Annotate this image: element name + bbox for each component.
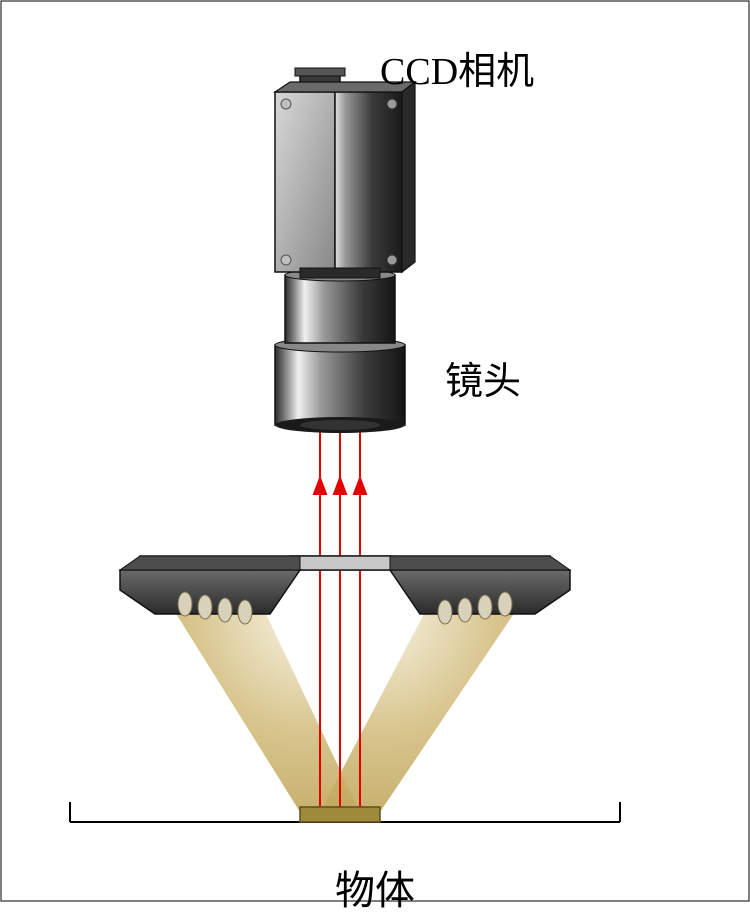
label-object: 物体 — [335, 858, 415, 916]
sample-object — [300, 807, 380, 822]
diagram-canvas — [0, 0, 750, 902]
ccd-camera — [275, 68, 415, 278]
label-lens: 镜头 — [445, 350, 521, 405]
light-cone-right — [320, 612, 515, 812]
ring-light — [120, 556, 570, 624]
label-camera: CCD相机 — [380, 40, 534, 95]
light-cone-left — [175, 612, 360, 812]
lens — [275, 269, 405, 433]
